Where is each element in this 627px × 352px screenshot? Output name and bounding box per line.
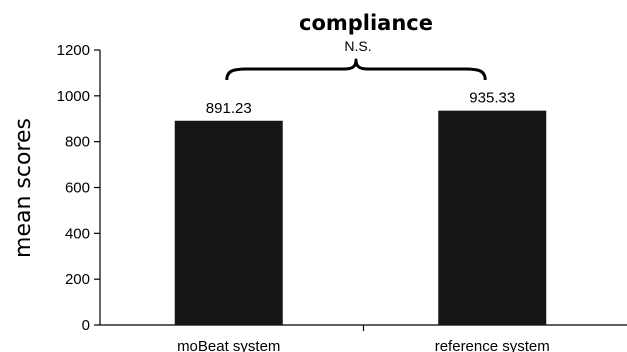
y-axis-label: mean scores [11, 118, 36, 258]
x-category-label: moBeat system [177, 338, 280, 352]
y-tick-label: 600 [65, 180, 90, 197]
significance-bracket [225, 58, 487, 81]
y-tick-label: 200 [65, 271, 90, 288]
data-labels: 891.23 935.33 [206, 90, 515, 117]
y-tick-label: 800 [65, 134, 90, 151]
y-tick-label: 0 [82, 317, 90, 334]
significance-annotation: N.S. [225, 38, 487, 81]
y-tick-label: 1200 [57, 42, 90, 59]
significance-label: N.S. [344, 38, 371, 54]
y-tick-label: 1000 [57, 88, 90, 105]
y-axis-ticks: 0 200 400 600 800 1000 1200 [57, 42, 100, 334]
chart-title: compliance [299, 11, 433, 35]
x-category-label: reference system [435, 338, 550, 352]
data-label: 935.33 [469, 90, 515, 107]
bar [438, 110, 547, 326]
bars [174, 110, 547, 326]
y-tick-label: 400 [65, 225, 90, 242]
x-axis-categories: moBeat system reference system [177, 338, 550, 352]
data-label: 891.23 [206, 100, 252, 117]
bar [174, 120, 283, 325]
